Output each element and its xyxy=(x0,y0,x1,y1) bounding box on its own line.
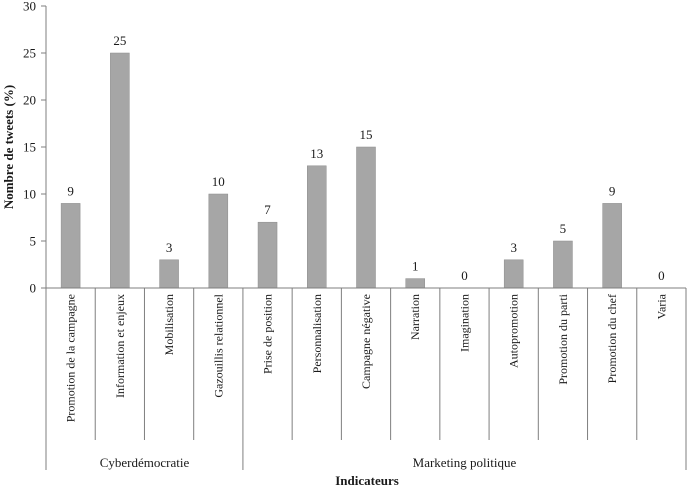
bar xyxy=(208,193,229,289)
data-label: 15 xyxy=(360,127,373,142)
data-label: 0 xyxy=(461,268,468,283)
group-label: Marketing politique xyxy=(413,455,517,470)
data-label: 25 xyxy=(113,33,126,48)
data-label: 9 xyxy=(67,183,74,198)
group-label: Cyberdémocratie xyxy=(100,455,190,470)
bar xyxy=(159,259,179,289)
data-label: 1 xyxy=(412,259,419,274)
data-label: 5 xyxy=(560,221,567,236)
x-axis: Promotion de la campagne Information et e… xyxy=(45,287,687,440)
bar xyxy=(503,259,524,289)
x-category-label: Imagination xyxy=(457,294,471,352)
x-category-label: Mobilisation xyxy=(162,294,176,355)
x-category-label: Promotion du parti xyxy=(556,293,570,384)
y-tick-label: 10 xyxy=(23,187,36,202)
bar xyxy=(405,278,425,289)
bar xyxy=(257,221,278,289)
y-tick-label: 30 xyxy=(23,0,36,14)
data-label: 0 xyxy=(658,268,665,283)
y-tick-label: 20 xyxy=(23,93,36,108)
x-category-label: Varia xyxy=(654,293,668,319)
data-label: 7 xyxy=(264,202,271,217)
bar xyxy=(602,203,622,289)
data-label: 10 xyxy=(212,174,225,189)
y-axis: 0 5 10 15 20 25 30 xyxy=(23,0,47,296)
x-category-label: Narration xyxy=(408,294,422,340)
bar xyxy=(307,165,327,289)
category-groups: Cyberdémocratie Marketing politique xyxy=(45,440,687,470)
x-category-label: Personnalisation xyxy=(310,294,324,373)
x-category-label: Campagne négative xyxy=(359,294,373,389)
y-tick-label: 25 xyxy=(23,46,36,61)
bars xyxy=(60,52,622,289)
x-axis-title: Indicateurs xyxy=(335,473,399,488)
data-label: 3 xyxy=(166,240,173,255)
x-category-label: Gazouillis relationnel xyxy=(211,293,225,397)
x-category-label: Information et enjeux xyxy=(113,294,127,398)
bar xyxy=(553,240,573,289)
x-category-label: Autopromotion xyxy=(507,294,521,368)
bar xyxy=(110,52,130,289)
y-tick-label: 0 xyxy=(30,281,37,296)
bar xyxy=(356,146,376,289)
data-label: 9 xyxy=(609,183,616,198)
data-label: 3 xyxy=(510,240,517,255)
data-label: 13 xyxy=(310,146,323,161)
y-tick-label: 15 xyxy=(23,140,36,155)
x-category-label: Promotion du chef xyxy=(605,294,619,383)
y-tick-label: 5 xyxy=(30,234,37,249)
bar xyxy=(60,203,81,289)
y-axis-title: Nombre de tweets (%) xyxy=(1,85,16,209)
x-category-label: Promotion de la campagne xyxy=(64,294,78,422)
x-category-label: Prise de position xyxy=(261,294,275,374)
